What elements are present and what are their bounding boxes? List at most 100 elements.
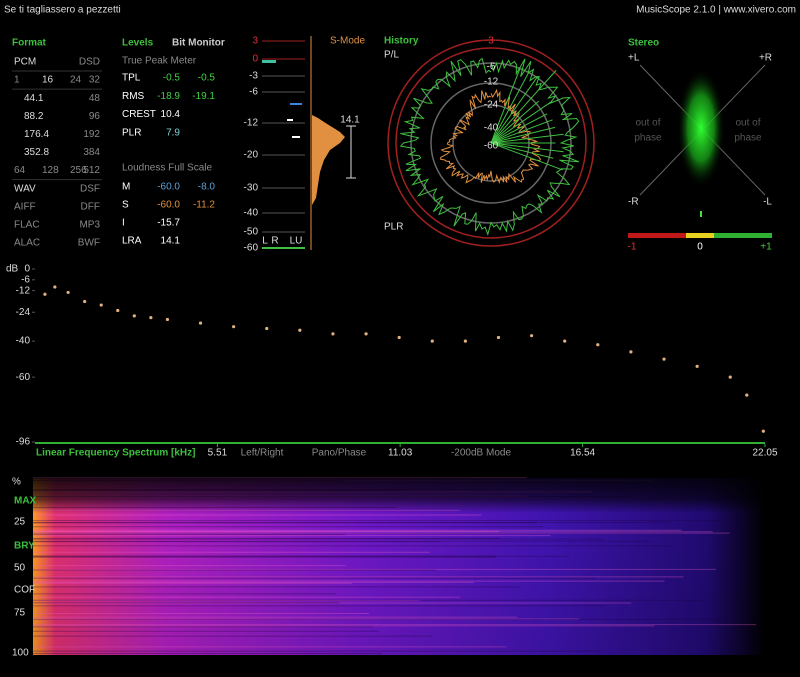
history-plr-trace (399, 57, 580, 236)
history-label: P/L (384, 50, 399, 61)
x-tick-label: 16.54 (570, 448, 595, 459)
spectrum-point (232, 325, 236, 329)
format-option: DSD (79, 57, 100, 68)
spectrum-tab[interactable]: Left/Right (241, 448, 284, 459)
spectrogram-label: MAX (14, 496, 37, 507)
spectrum-point (397, 335, 401, 340)
level-label: PLR (122, 128, 141, 139)
panel-title: History (384, 36, 419, 47)
level-value: -19.1 (192, 91, 215, 102)
level-marker (292, 136, 300, 138)
ring-label: -24 (484, 100, 499, 111)
stereo-corner: +L (628, 53, 640, 64)
format-option: 1 (14, 75, 20, 86)
spectrogram-label: 25 (14, 517, 26, 528)
format-option: 256 (70, 165, 87, 176)
y-tick-label: -96 (16, 437, 31, 448)
spectrum-point (364, 332, 368, 336)
channel-label: LU (290, 236, 303, 247)
level-value: -0.5 (198, 73, 216, 84)
history-spike (490, 126, 556, 144)
format-option: 48 (89, 93, 101, 104)
spectrum-point (563, 339, 567, 343)
loudness-label: LRA (122, 236, 142, 247)
smode-tick: -60 (244, 243, 259, 254)
ring-label: 3 (488, 36, 494, 47)
smode-tick: 0 (252, 54, 258, 65)
stereo-corner: -L (763, 197, 772, 208)
history-spike (490, 68, 521, 144)
history-ring (387, 39, 595, 247)
format-option: 128 (42, 165, 59, 176)
spectrum-point (198, 321, 203, 325)
spectrogram-label: BRY (14, 541, 35, 552)
spectrum-tab[interactable]: Pano/Phase (312, 448, 367, 459)
format-option: BWF (78, 238, 100, 249)
ring-label: -60 (484, 141, 499, 152)
format-option: ALAC (14, 238, 40, 249)
correlation-scale: +1 (760, 242, 772, 253)
loudness-value: -8.0 (198, 182, 216, 193)
format-option: 16 (42, 75, 54, 86)
format-option: 32 (89, 75, 101, 86)
format-option: PCM (14, 57, 36, 68)
history-loudness-trace (440, 88, 541, 185)
history-spike (490, 133, 564, 144)
spectrogram-label: COF (14, 585, 35, 596)
smode-tick: -40 (244, 208, 259, 219)
spectrum-point (529, 334, 534, 338)
level-label: TPL (122, 73, 141, 84)
song-title: Se ti tagliassero a pezzetti (4, 5, 121, 16)
y-tick-label: 0 (24, 264, 30, 275)
spectrogram-label: 100 (12, 648, 29, 659)
x-tick-label: 22.05 (752, 448, 777, 459)
lra-value: 14.1 (340, 115, 360, 126)
loudness-value: -11.2 (193, 200, 215, 211)
format-option: 192 (83, 129, 100, 140)
spectrum-point (331, 332, 335, 336)
history-spike (490, 142, 564, 153)
stereo-corner: +R (759, 53, 772, 64)
loudness-value: -60.0 (157, 182, 180, 193)
smode-tick: -6 (249, 87, 258, 98)
format-option: DFF (81, 201, 100, 212)
history-spike (490, 142, 554, 159)
spectrum-point (165, 317, 170, 322)
level-label: RMS (122, 91, 145, 102)
loudness-label: S (122, 200, 129, 211)
spectrum-point (430, 339, 434, 343)
smode-tick: -20 (244, 150, 259, 161)
spectrum-point (265, 326, 269, 331)
format-option: 176.4 (24, 129, 49, 140)
channel-label: R (271, 236, 278, 247)
smode-tick: -50 (244, 227, 259, 238)
history-spike (490, 71, 530, 144)
spectrum-tab[interactable]: -200dB Mode (451, 448, 511, 459)
ring-label: -40 (484, 123, 499, 134)
spectrogram-label: % (12, 477, 21, 488)
panel-title: Levels (122, 38, 154, 49)
correlation-yellow (686, 233, 714, 238)
spectrogram-label: 50 (14, 563, 26, 574)
level-value: 10.4 (161, 109, 181, 120)
level-marker (262, 60, 276, 63)
spectrum-point (662, 357, 666, 361)
lra-histogram (312, 115, 345, 205)
panel-title: Stereo (628, 38, 659, 49)
x-tick-label: 11.03 (388, 448, 413, 459)
loudness-value: 14.1 (161, 236, 181, 247)
ring-label: -12 (484, 77, 499, 88)
spectrum-point (496, 335, 501, 340)
format-option: DSF (80, 183, 100, 194)
app-name: MusicScope 2.1.0 | www.xivero.com (636, 5, 796, 16)
format-option: FLAC (14, 220, 40, 231)
format-option: MP3 (79, 220, 100, 231)
level-value: 7.9 (166, 128, 180, 139)
loudness-value: -15.7 (157, 218, 180, 229)
spectrogram-label: 75 (14, 608, 26, 619)
panel-title: Format (12, 38, 47, 49)
spectrum-point (761, 429, 765, 433)
y-tick-label: -60 (16, 372, 31, 383)
history-spike (490, 100, 540, 144)
